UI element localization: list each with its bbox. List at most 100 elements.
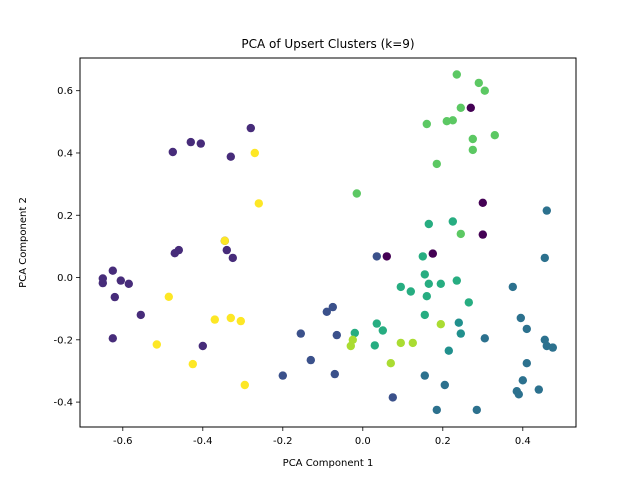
data-point — [98, 278, 108, 288]
y-tick-label: -0.2 — [53, 335, 73, 346]
data-point — [468, 145, 477, 155]
chart-title: PCA of Upsert Clusters (k=9) — [241, 37, 414, 51]
data-point — [372, 252, 381, 261]
data-point — [110, 292, 120, 302]
data-point — [236, 316, 245, 326]
data-point — [540, 253, 549, 263]
data-point — [420, 310, 429, 320]
data-point — [296, 329, 305, 338]
data-point — [452, 70, 461, 79]
data-point — [452, 276, 461, 285]
y-tick-label: 0.6 — [57, 86, 73, 97]
x-tick-label: -0.6 — [113, 436, 133, 447]
data-point — [534, 385, 543, 394]
data-point — [424, 279, 433, 288]
data-point — [516, 313, 525, 323]
data-point — [522, 359, 531, 368]
data-point — [480, 334, 489, 343]
data-point — [406, 287, 415, 296]
data-point — [226, 152, 235, 161]
data-point — [466, 103, 475, 113]
y-axis-ticks: -0.4 -0.2 0.0 0.2 0.4 0.6 — [53, 86, 80, 409]
data-point — [444, 346, 453, 355]
data-point — [370, 341, 379, 350]
y-tick-label: 0.2 — [57, 211, 73, 222]
data-point — [228, 253, 237, 263]
data-point — [382, 252, 391, 261]
data-point — [472, 405, 481, 415]
y-tick-label: 0.0 — [57, 273, 73, 284]
data-point — [378, 326, 387, 335]
data-point — [478, 230, 487, 239]
data-point — [408, 338, 417, 348]
x-tick-label: -0.2 — [273, 436, 293, 447]
x-axis-ticks: -0.6 -0.4 -0.2 0.0 0.2 0.4 — [113, 427, 531, 447]
x-axis-label: PCA Component 1 — [283, 458, 374, 469]
data-point — [136, 310, 145, 320]
data-point — [322, 307, 331, 316]
data-point — [254, 199, 263, 208]
data-point — [396, 338, 405, 348]
data-point — [168, 147, 177, 157]
data-point — [186, 137, 195, 147]
data-point — [386, 359, 395, 368]
data-point — [164, 292, 173, 301]
data-point — [418, 252, 427, 261]
data-point — [198, 341, 207, 351]
data-point — [454, 318, 463, 327]
data-point — [436, 279, 445, 288]
x-tick-label: 0.0 — [355, 436, 371, 447]
data-point — [448, 116, 457, 125]
data-point — [448, 217, 457, 226]
data-points — [98, 70, 557, 415]
y-tick-label: -0.4 — [53, 398, 73, 409]
data-point — [456, 229, 465, 239]
data-point — [548, 343, 557, 352]
data-point — [346, 341, 355, 351]
plot-frame — [79, 57, 577, 428]
data-point — [196, 139, 205, 148]
data-point — [422, 119, 431, 129]
data-point — [330, 369, 339, 379]
data-point — [210, 315, 219, 324]
data-point — [464, 298, 473, 307]
data-point — [170, 249, 179, 258]
data-point — [420, 371, 429, 380]
data-point — [350, 328, 359, 338]
data-point — [456, 329, 465, 338]
data-point — [508, 282, 517, 292]
data-point — [226, 313, 235, 323]
data-point — [518, 376, 527, 385]
data-point — [220, 236, 229, 245]
data-point — [428, 249, 437, 258]
data-point — [152, 340, 161, 349]
data-point — [522, 324, 531, 334]
data-point — [440, 380, 449, 390]
data-point — [306, 355, 315, 365]
data-point — [514, 390, 523, 399]
y-tick-label: 0.4 — [57, 148, 73, 159]
data-point — [396, 282, 405, 292]
data-point — [436, 320, 445, 329]
data-point — [222, 245, 231, 255]
data-point — [372, 319, 381, 328]
x-tick-label: 0.4 — [515, 436, 531, 447]
data-point — [420, 270, 429, 279]
y-axis-label: PCA Component 2 — [18, 197, 29, 288]
data-point — [432, 159, 441, 169]
data-point — [468, 134, 477, 144]
data-point — [424, 219, 433, 229]
data-point — [108, 334, 118, 343]
data-point — [108, 266, 118, 275]
data-point — [278, 371, 287, 380]
data-point — [188, 359, 197, 369]
data-point — [240, 380, 249, 390]
data-point — [478, 198, 487, 207]
x-tick-label: 0.2 — [435, 436, 451, 447]
data-point — [328, 302, 337, 312]
data-point — [456, 103, 465, 113]
data-point — [490, 131, 499, 140]
data-point — [422, 292, 431, 301]
data-point — [246, 123, 255, 133]
